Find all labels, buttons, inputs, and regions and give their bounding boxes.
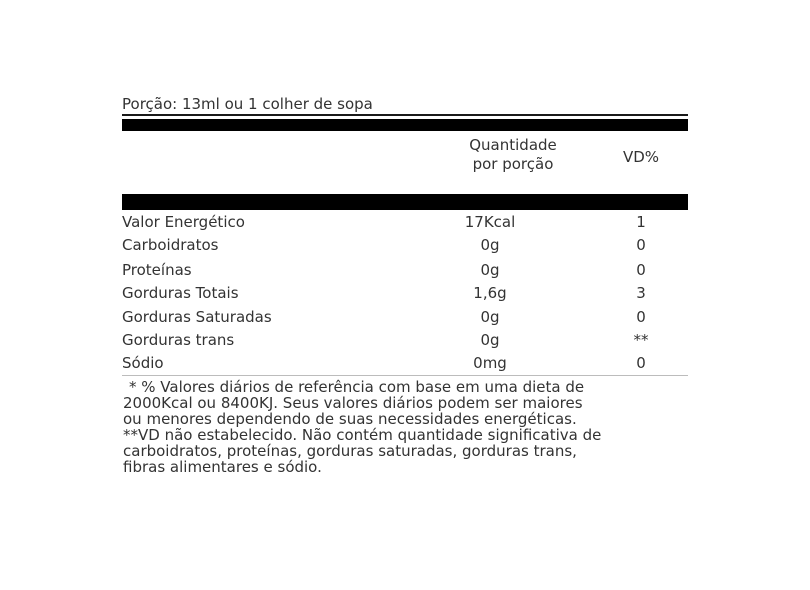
nutrient-quantity: 0g: [480, 261, 500, 279]
divider-bar-top: [122, 119, 688, 131]
serving-underline: [122, 114, 688, 116]
nutrient-row-proteinas: Proteínas 0g 0: [122, 260, 688, 281]
nutrient-row-gorduras-trans: Gorduras trans 0g **: [122, 330, 688, 351]
footnote-line: ou menores dependendo de suas necessidad…: [123, 410, 577, 428]
nutrient-quantity: 0g: [480, 308, 500, 326]
nutrient-name: Proteínas: [122, 261, 192, 279]
nutrition-label: Porção: 13ml ou 1 colher de sopa Quantid…: [122, 0, 688, 520]
nutrient-name: Gorduras trans: [122, 331, 235, 349]
footnote-line: * % Valores diários de referência com ba…: [129, 378, 585, 396]
nutrient-name: Carboidratos: [122, 236, 219, 254]
nutrient-quantity: 17Kcal: [464, 213, 516, 231]
column-header-quantity: Quantidade por porção: [418, 136, 608, 174]
nutrient-dv: **: [633, 331, 649, 349]
nutrient-row-valor-energetico: Valor Energético 17Kcal 1: [122, 212, 688, 233]
nutrient-quantity: 0g: [480, 236, 500, 254]
footnote: * % Valores diários de referência com ba…: [123, 379, 687, 475]
nutrient-quantity: 0mg: [473, 354, 507, 372]
footnote-line: 2000Kcal ou 8400KJ. Seus valores diários…: [123, 394, 583, 412]
nutrient-row-carboidratos: Carboidratos 0g 0: [122, 235, 688, 256]
footnote-line: **VD não estabelecido. Não contém quanti…: [123, 426, 602, 444]
column-header-dv: VD%: [622, 148, 660, 166]
nutrient-name: Valor Energético: [122, 213, 245, 231]
nutrient-name: Gorduras Saturadas: [122, 308, 272, 326]
nutrient-dv: 1: [636, 213, 646, 231]
footnote-line: carboidratos, proteínas, gorduras satura…: [123, 442, 577, 460]
column-header-quantity-line2: por porção: [472, 155, 554, 173]
nutrient-row-gorduras-totais: Gorduras Totais 1,6g 3: [122, 283, 688, 304]
nutrient-dv: 3: [636, 284, 646, 302]
serving-size-text: Porção: 13ml ou 1 colher de sopa: [122, 95, 373, 113]
nutrient-dv: 0: [636, 354, 646, 372]
footnote-line: fibras alimentares e sódio.: [123, 458, 322, 476]
nutrient-name: Gorduras Totais: [122, 284, 239, 302]
nutrient-quantity: 1,6g: [473, 284, 507, 302]
divider-bar-middle: [122, 194, 688, 210]
nutrient-dv: 0: [636, 308, 646, 326]
nutrient-name: Sódio: [122, 354, 164, 372]
nutrient-row-gorduras-saturadas: Gorduras Saturadas 0g 0: [122, 307, 688, 328]
nutrient-dv: 0: [636, 236, 646, 254]
nutrient-row-sodio: Sódio 0mg 0: [122, 353, 688, 374]
nutrient-dv: 0: [636, 261, 646, 279]
column-header-quantity-line1: Quantidade: [469, 136, 557, 154]
nutrient-quantity: 0g: [480, 331, 500, 349]
footnote-separator: [122, 375, 688, 376]
